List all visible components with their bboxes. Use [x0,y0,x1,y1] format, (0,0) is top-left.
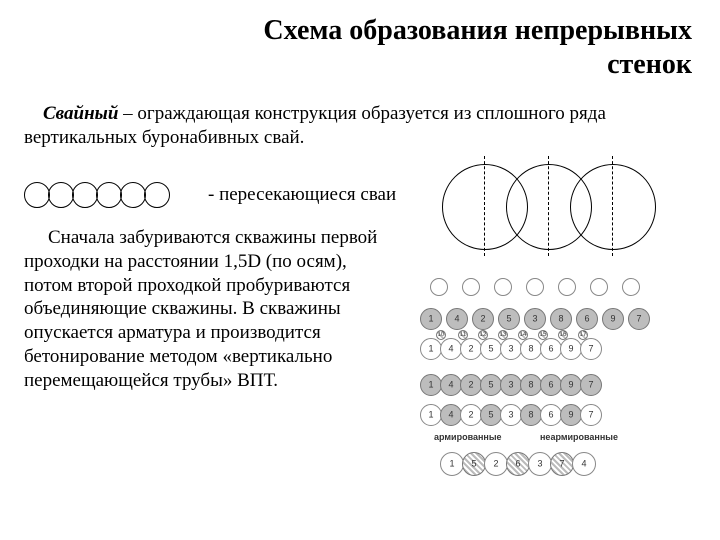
pile-circle: 4 [440,338,462,360]
pile-circle: 1 [420,308,442,330]
pile-circle: 8 [520,404,542,426]
pile-circle: 2 [472,308,494,330]
pile-circle: 5 [498,308,520,330]
body-paragraph: Сначала забуриваются скважины первой про… [24,226,394,392]
title-line-2: стенок [607,49,692,80]
diagram-row [420,278,700,304]
legend-left: армированные [434,432,502,442]
diagram-row: 142538697 [420,374,700,400]
pile-circle: 6 [540,374,562,396]
pile-circle: 8 [520,338,542,360]
pile-circle: 2 [460,338,482,360]
pile-circle: 9 [560,374,582,396]
pile-circle: 1 [440,452,464,476]
big-overlapping-circles [442,160,700,260]
pile-circle: 6 [540,338,562,360]
axis-line [612,156,613,256]
label-intersecting-piles: - пересекающиеся сваи [208,184,396,206]
axis-line [484,156,485,256]
pile-circle [590,278,608,296]
pile-circle [430,278,448,296]
small-circle [96,182,122,208]
pile-circle: 5 [480,404,502,426]
big-circle [570,164,656,250]
pile-circle: 5 [462,452,486,476]
pile-circle: 1 [420,338,442,360]
pile-circle: 3 [524,308,546,330]
pile-circle: 4 [572,452,596,476]
definition-paragraph: Свайный – ограждающая конструкция образу… [24,102,684,150]
pile-circle: 4 [440,404,462,426]
small-circle [24,182,50,208]
pile-circle: 7 [580,374,602,396]
diagram-row: 142538697 [420,404,700,430]
pile-circle: 9 [602,308,624,330]
pile-circle [462,278,480,296]
pile-circle: 3 [500,338,522,360]
pile-circle: 7 [628,308,650,330]
pile-circle: 2 [484,452,508,476]
pile-circle: 2 [460,374,482,396]
pile-circle: 6 [540,404,562,426]
pile-circle: 4 [440,374,462,396]
pile-circle [558,278,576,296]
pile-circle: 5 [480,374,502,396]
pile-circle: 4 [446,308,468,330]
page-title: Схема образования непрерывных стенок [0,14,720,81]
pile-circle: 8 [550,308,572,330]
pile-circle [494,278,512,296]
pile-circle: 3 [528,452,552,476]
small-circle [72,182,98,208]
pile-circle: 9 [560,404,582,426]
small-circle [120,182,146,208]
pile-circle: 2 [460,404,482,426]
pile-circle: 5 [480,338,502,360]
pile-circle: 1 [420,374,442,396]
diagram-row: 1104112125133148156169177 [420,338,700,370]
diagram-row: 1526374 [420,452,700,478]
pile-circle: 7 [580,338,602,360]
pile-circle: 6 [576,308,598,330]
definition-lead: Свайный [43,103,118,124]
title-line-1: Схема образования непрерывных [263,15,692,46]
pile-circle: 6 [506,452,530,476]
small-circle [48,182,74,208]
pile-circle: 7 [550,452,574,476]
pile-circle: 8 [520,374,542,396]
pile-circle [622,278,640,296]
small-circle [144,182,170,208]
pile-circle: 1 [420,404,442,426]
pile-sequence-diagram: 1425386971104112125133148156169177142538… [420,278,700,482]
legend-row: армированные неармированные [420,432,700,446]
small-circles-icon [24,182,170,208]
pile-circle: 3 [500,404,522,426]
legend-right: неармированные [540,432,618,442]
pile-circle: 9 [560,338,582,360]
pile-circle: 7 [580,404,602,426]
pile-circle [526,278,544,296]
pile-circle: 3 [500,374,522,396]
axis-line [548,156,549,256]
